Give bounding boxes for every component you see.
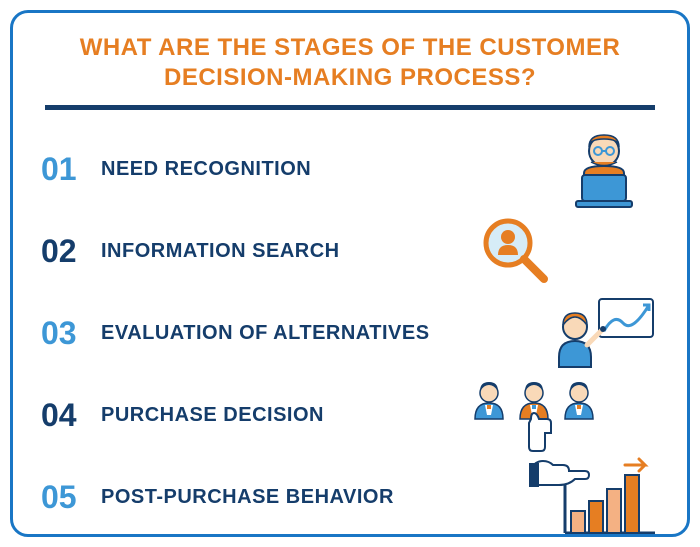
stage-label: EVALUATION OF ALTERNATIVES: [101, 322, 430, 345]
stage-label: INFORMATION SEARCH: [101, 240, 340, 263]
stage-number: 01: [41, 151, 101, 188]
infographic-card: WHAT ARE THE STAGES OF THE CUSTOMER DECI…: [10, 10, 690, 537]
person-laptop-icon: [549, 128, 659, 210]
stage-row: 03 EVALUATION OF ALTERNATIVES: [41, 292, 659, 374]
stage-number: 03: [41, 315, 101, 352]
stage-label: POST-PURCHASE BEHAVIOR: [101, 486, 394, 509]
stage-row: 04 PURCHASE DECISION: [41, 374, 659, 456]
stage-label: PURCHASE DECISION: [101, 404, 324, 427]
magnifier-person-icon: [459, 210, 569, 292]
hand-bar-chart-icon: [529, 456, 659, 537]
stage-number: 04: [41, 397, 101, 434]
stage-label: NEED RECOGNITION: [101, 158, 311, 181]
stage-number: 05: [41, 479, 101, 516]
stage-number: 02: [41, 233, 101, 270]
stage-row: 01 NEED RECOGNITION: [41, 128, 659, 210]
stage-row: 02 INFORMATION SEARCH: [41, 210, 659, 292]
stage-row: 05 POST-PURCHASE BEHAVIOR: [41, 456, 659, 537]
page-title: WHAT ARE THE STAGES OF THE CUSTOMER DECI…: [41, 33, 659, 93]
three-people-select-icon: [459, 374, 609, 456]
title-divider: [45, 105, 655, 110]
person-chart-icon: [549, 292, 659, 374]
